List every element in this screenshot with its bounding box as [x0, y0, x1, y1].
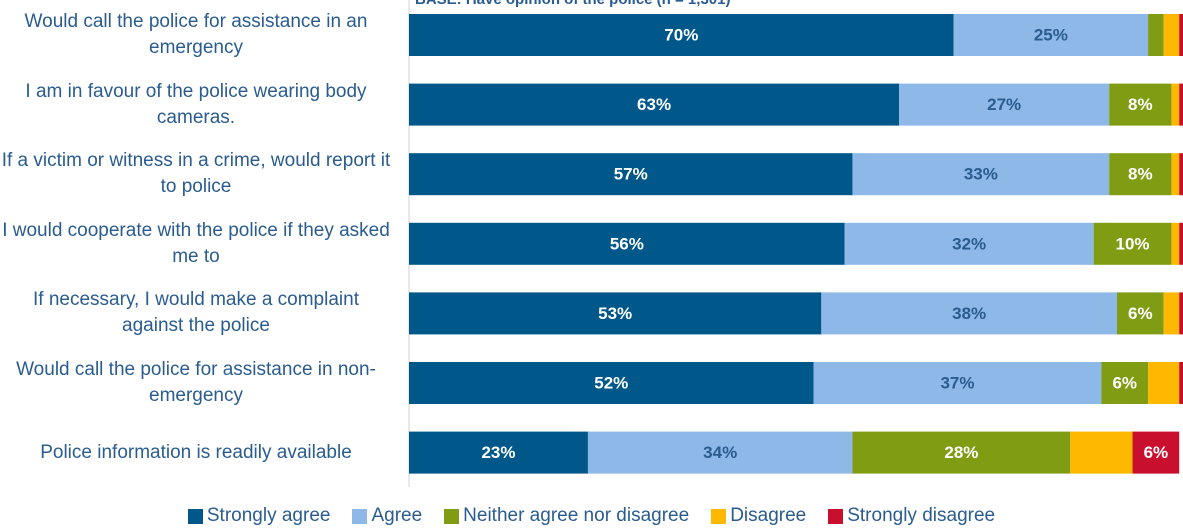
value-label: 8%	[1128, 165, 1153, 184]
value-label: 63%	[637, 95, 671, 114]
bar-segment	[409, 292, 822, 335]
legend-label: Agree	[371, 505, 423, 526]
legend-swatch	[444, 508, 460, 524]
value-label: 56%	[610, 234, 644, 253]
category-label: I would cooperate with the police if the…	[2, 219, 390, 267]
bar-segment	[899, 83, 1110, 126]
bar-segment	[1116, 292, 1164, 335]
bar-segment	[821, 292, 1117, 335]
bar-segment	[1171, 222, 1180, 265]
bar-segment	[409, 431, 588, 474]
bar-segment	[1148, 14, 1164, 56]
bar-segment	[1148, 362, 1180, 404]
value-label: 6%	[1112, 373, 1137, 392]
legend-swatch	[828, 508, 844, 524]
bar-segment	[1070, 431, 1133, 474]
category-label: If a victim or witness in a crime, would…	[1, 150, 391, 198]
subtitle: BASE: Have opinion of the police (n = 1,…	[415, 0, 730, 8]
bar-segment	[852, 153, 1110, 196]
bar-segment	[1179, 292, 1183, 335]
bar-segment	[409, 83, 900, 126]
bar-segment	[1179, 222, 1183, 265]
bar-segment	[852, 431, 1071, 474]
legend-item: Disagree	[711, 505, 806, 527]
bar-segment	[1132, 431, 1180, 474]
value-label: 34%	[703, 443, 737, 462]
legend-swatch	[711, 508, 727, 524]
value-label: 32%	[952, 234, 986, 253]
value-label: 70%	[664, 25, 698, 44]
bar-segment	[1109, 153, 1172, 196]
bar-segment	[1179, 362, 1183, 404]
legend-label: Disagree	[730, 505, 807, 526]
category-label: Police information is readily available	[40, 441, 352, 463]
bar-segment	[1093, 222, 1172, 265]
value-label: 28%	[944, 443, 978, 462]
legend-label: Strongly agree	[206, 505, 331, 526]
bar-segment	[409, 222, 845, 265]
bar-segment	[1109, 83, 1172, 126]
value-label: 38%	[952, 304, 986, 323]
legend-item: Agree	[352, 505, 422, 527]
legend-swatch	[352, 508, 368, 524]
value-label: 52%	[594, 373, 628, 392]
bar-segment	[1171, 83, 1180, 126]
bar-segment	[1179, 83, 1183, 126]
legend-label: Strongly disagree	[847, 505, 996, 526]
legend: Strongly agree Agree Neither agree nor dis…	[0, 505, 1183, 527]
value-label: 27%	[987, 95, 1021, 114]
bar-segment	[844, 222, 1094, 265]
category-label: Would call the police for assistance in …	[24, 11, 368, 58]
bar-segment	[409, 153, 853, 196]
bar-segment	[587, 431, 853, 474]
bar-segment	[1101, 362, 1149, 404]
bar-segment	[1171, 153, 1180, 196]
category-label: I am in favour of the police wearing bod…	[25, 80, 367, 128]
bar-segment	[409, 362, 814, 404]
value-label: 8%	[1128, 95, 1153, 114]
value-label: 6%	[1128, 304, 1153, 323]
legend-item: Strongly agree	[187, 505, 331, 527]
legend-item: Neither agree nor disagree	[444, 505, 689, 527]
value-label: 33%	[964, 165, 998, 184]
value-label: 57%	[614, 165, 648, 184]
category-label: Would call the police for assistance in …	[16, 359, 376, 406]
legend-item: Strongly disagree	[828, 505, 995, 527]
value-label: 25%	[1034, 25, 1068, 44]
value-label: 6%	[1144, 443, 1169, 462]
value-label: 53%	[598, 304, 632, 323]
bar-segment	[409, 14, 954, 56]
value-label: 10%	[1116, 234, 1150, 253]
category-label: If necessary, I would make a complaint a…	[33, 289, 359, 337]
bar-segment	[813, 362, 1102, 404]
bar-segment	[1163, 14, 1180, 56]
bar-segment	[953, 14, 1149, 56]
legend-label: Neither agree nor disagree	[463, 505, 690, 526]
bar-segment	[1163, 292, 1180, 335]
value-label: 23%	[481, 443, 515, 462]
bar-segment	[1179, 14, 1183, 56]
value-label: 37%	[940, 373, 974, 392]
legend-swatch	[187, 508, 203, 524]
bar-segment	[1179, 153, 1183, 196]
